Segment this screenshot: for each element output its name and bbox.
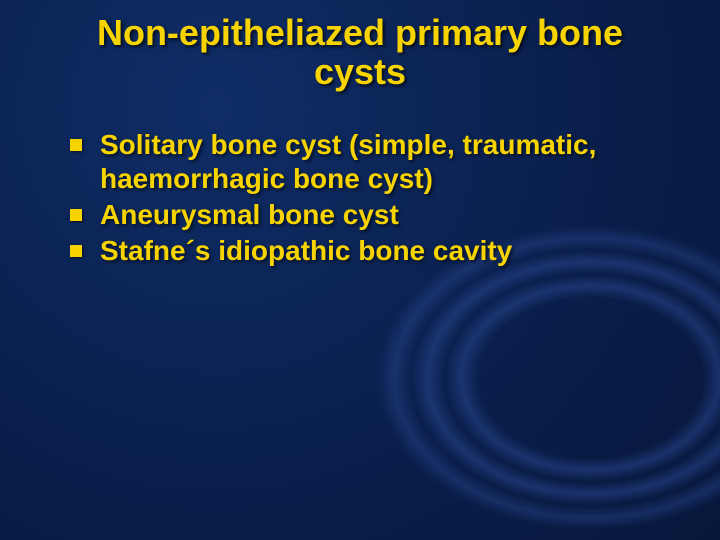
list-item: Solitary bone cyst (simple, traumatic, h… [70,128,674,196]
bullet-text: Solitary bone cyst (simple, traumatic, h… [100,129,596,194]
square-bullet-icon [70,209,82,221]
list-item: Stafne´s idiopathic bone cavity [70,234,674,268]
bullet-list: Solitary bone cyst (simple, traumatic, h… [46,128,674,269]
slide-title: Non-epitheliazed primary bone cysts [46,14,674,92]
square-bullet-icon [70,245,82,257]
slide: Non-epitheliazed primary bone cysts Soli… [0,0,720,540]
title-line-1: Non-epitheliazed primary bone [97,12,623,53]
bullet-text: Aneurysmal bone cyst [100,199,399,230]
title-line-2: cysts [314,51,406,92]
square-bullet-icon [70,139,82,151]
list-item: Aneurysmal bone cyst [70,198,674,232]
bullet-text: Stafne´s idiopathic bone cavity [100,235,512,266]
